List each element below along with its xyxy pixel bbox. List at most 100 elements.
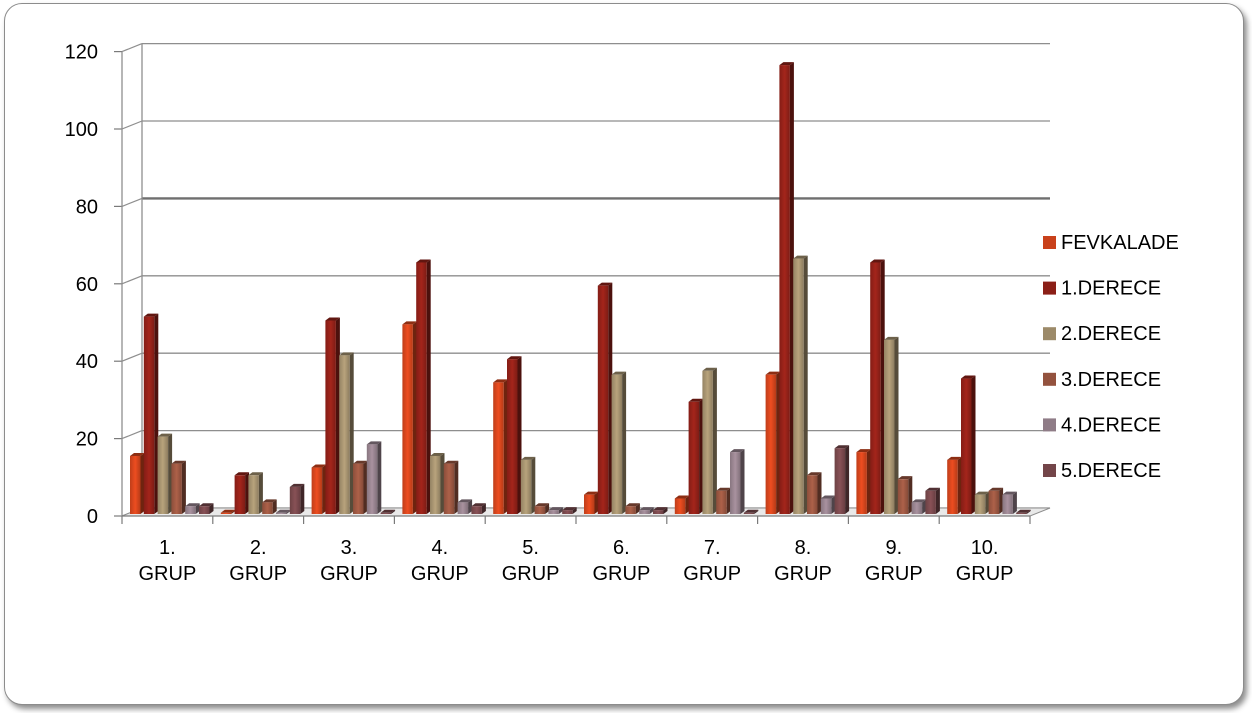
bar-side	[335, 317, 340, 514]
bar	[562, 507, 577, 514]
chart-frame	[4, 3, 1244, 705]
bar-side	[1012, 491, 1017, 514]
bar-side	[866, 449, 871, 514]
bar-side	[635, 503, 640, 514]
legend-label: 4.DERECE	[1061, 414, 1161, 436]
bar-front	[730, 452, 741, 514]
bar-top	[716, 487, 731, 491]
bar	[884, 336, 899, 514]
bar-front	[716, 490, 727, 514]
bar	[143, 313, 159, 514]
bar-front	[262, 502, 273, 514]
bar-side	[880, 259, 885, 514]
bar-side	[195, 503, 200, 514]
gridline-depth	[121, 430, 143, 440]
bar	[402, 321, 417, 514]
bar	[366, 441, 382, 514]
bar-front	[366, 444, 378, 514]
bar-side	[258, 472, 263, 514]
bar-front	[974, 494, 986, 514]
bar-top	[730, 449, 745, 453]
bar-top	[765, 371, 781, 375]
bar	[856, 449, 871, 514]
bar	[807, 472, 822, 514]
bar-top	[702, 367, 717, 371]
bar-front	[743, 512, 755, 514]
bar	[130, 452, 145, 514]
bar-side	[803, 255, 808, 514]
bar-top	[793, 255, 808, 259]
bar-front	[925, 490, 936, 514]
bar	[584, 491, 599, 514]
bar-front	[793, 258, 804, 514]
legend-swatch	[1043, 418, 1056, 432]
bar-side	[831, 495, 836, 514]
bar-top	[653, 507, 668, 511]
legend-item: 3.DERECE	[1043, 369, 1161, 391]
bar	[716, 487, 731, 514]
bar	[457, 499, 473, 514]
bar-front	[507, 359, 518, 514]
legend-item: 4.DERECE	[1043, 414, 1161, 436]
bar	[493, 379, 508, 514]
bar-side	[322, 464, 327, 514]
legend-swatch	[1043, 281, 1056, 295]
bar-top	[961, 375, 976, 379]
bar-front	[534, 506, 546, 514]
bar	[779, 62, 794, 514]
bar-front	[688, 401, 700, 514]
bar-front	[674, 498, 686, 514]
x-tick-label: 8. GRUP	[774, 537, 832, 585]
legend-label: 3.DERECE	[1061, 369, 1161, 391]
bar-front	[548, 510, 559, 514]
bar	[639, 507, 654, 514]
x-tick-label: 5. GRUP	[502, 537, 560, 585]
y-tick-labels: 0 20 40 60 80 100 120	[65, 42, 98, 528]
bar-top	[625, 503, 640, 507]
bar-side	[531, 456, 536, 514]
axes	[114, 43, 1051, 524]
bar-top	[562, 507, 577, 511]
x-tick-label: 6. GRUP	[593, 537, 651, 585]
bar	[765, 371, 781, 514]
bar-front	[870, 262, 881, 514]
bar	[276, 509, 291, 514]
bar	[653, 507, 668, 514]
bar	[548, 507, 563, 514]
bar	[262, 499, 277, 514]
bar-side	[454, 460, 459, 514]
bar-top	[688, 398, 704, 402]
bar-top	[402, 321, 417, 325]
gridline-depth	[121, 352, 143, 362]
bar-top	[639, 507, 654, 511]
bar	[157, 433, 173, 514]
bar-front	[988, 490, 1000, 514]
x-tick-labels: 1. GRUP 2. GRUP 3. GRUP 4. GRUP 5. GRUP 6. GRUP 7. GR…	[139, 537, 1014, 585]
bar-front	[199, 506, 210, 514]
bar-side	[971, 375, 976, 514]
bar-top	[220, 509, 236, 513]
bar	[911, 499, 927, 514]
bar-front	[562, 510, 573, 514]
bar-front	[765, 374, 777, 514]
bar-top	[779, 62, 794, 66]
bar-top	[416, 259, 431, 263]
bar-front	[380, 512, 392, 514]
bar-top	[807, 472, 822, 476]
y-tick-label: 40	[76, 351, 98, 373]
bar-side	[726, 487, 731, 514]
bar-top	[974, 491, 990, 495]
bar-front	[911, 502, 923, 514]
bar-front	[353, 463, 364, 514]
bar	[199, 503, 214, 514]
bar-side	[300, 483, 305, 514]
bar	[380, 509, 396, 514]
legend-label: FEVKALADE	[1061, 232, 1179, 254]
bar-top	[947, 456, 962, 460]
bar-side	[685, 495, 690, 514]
bar	[1002, 491, 1017, 514]
bar	[820, 495, 836, 514]
legend-label: 1.DERECE	[1061, 278, 1161, 300]
bar-side	[622, 371, 627, 514]
bar-side	[894, 336, 899, 514]
